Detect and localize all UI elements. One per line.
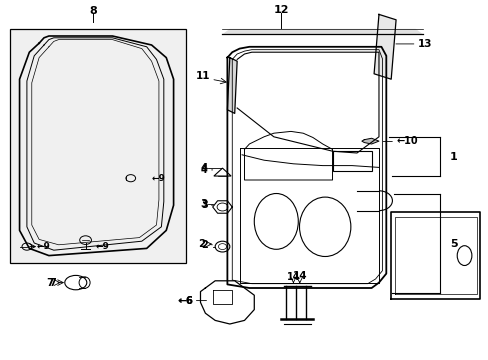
Text: 11: 11 — [195, 71, 210, 81]
Polygon shape — [222, 29, 422, 34]
Polygon shape — [361, 138, 378, 144]
Text: 3: 3 — [201, 200, 207, 210]
Bar — [10, 29, 185, 263]
Text: 12: 12 — [273, 5, 288, 15]
Polygon shape — [227, 58, 237, 113]
Polygon shape — [373, 14, 395, 79]
Text: 3: 3 — [200, 199, 207, 210]
Text: ←6: ←6 — [177, 296, 193, 306]
Text: 4: 4 — [201, 165, 207, 175]
Bar — [332, 151, 371, 171]
Text: 5: 5 — [449, 239, 457, 249]
Text: ←9: ←9 — [151, 174, 165, 183]
Text: 14: 14 — [286, 272, 300, 282]
Text: ←10: ←10 — [395, 136, 417, 147]
Text: 7: 7 — [46, 278, 54, 288]
Text: 8: 8 — [89, 6, 97, 16]
Text: 2: 2 — [201, 240, 207, 250]
Text: 4: 4 — [200, 163, 207, 174]
Text: ←9: ←9 — [37, 242, 50, 251]
Text: 13: 13 — [417, 39, 432, 49]
Text: ←6: ←6 — [178, 296, 193, 306]
Text: 7: 7 — [49, 278, 56, 288]
Text: ←9: ←9 — [95, 242, 109, 251]
Text: 1: 1 — [449, 152, 457, 162]
Text: 2: 2 — [198, 239, 205, 249]
Text: 14: 14 — [292, 271, 306, 282]
